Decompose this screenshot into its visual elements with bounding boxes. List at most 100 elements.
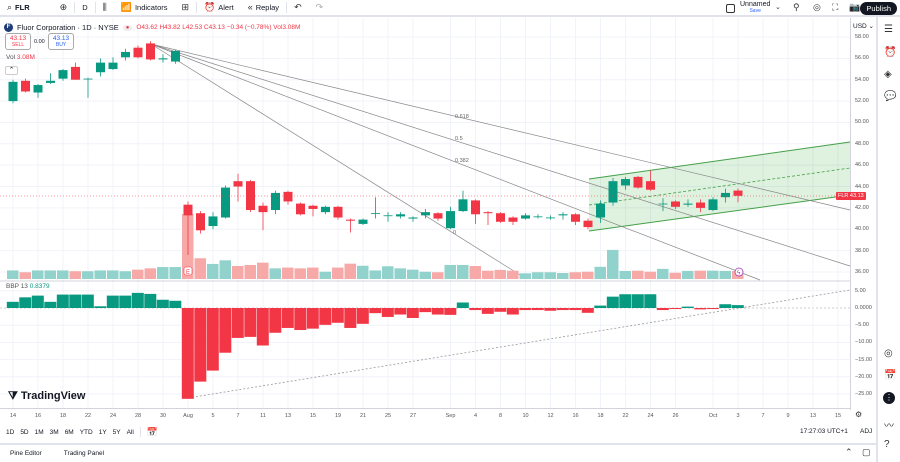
range-3m[interactable]: 3M <box>49 428 59 436</box>
symbol-search[interactable]: ⌕ FLR <box>7 2 30 13</box>
bbp-bar <box>481 308 494 314</box>
calendar-icon[interactable]: 📅 <box>884 370 897 381</box>
maximize-icon[interactable]: ▢ <box>862 447 871 457</box>
buy-button[interactable]: 43.13 BUY <box>48 33 74 50</box>
time-tick: 26 <box>672 413 679 419</box>
chevron-down-icon[interactable]: ⌄ <box>775 4 781 11</box>
layout-checkbox[interactable] <box>726 4 735 13</box>
compare-button[interactable]: ⊕ <box>53 0 75 16</box>
candle-body <box>383 215 393 217</box>
volume-bar <box>607 249 619 279</box>
watchlist-icon[interactable]: ☰ <box>884 24 893 35</box>
settings-icon[interactable]: ◎ <box>813 2 821 12</box>
alert-button[interactable]: ⏰ Alert <box>204 2 234 13</box>
range-all[interactable]: All <box>126 428 134 436</box>
range-6m[interactable]: 6M <box>64 428 74 436</box>
candle-body <box>21 80 30 92</box>
chevron-up-icon[interactable]: ⌃ <box>845 447 853 457</box>
candle-body <box>221 187 230 218</box>
symbol-title[interactable]: Fluor Corporation · 1D · NYSE <box>17 23 119 32</box>
channel-bottom-line[interactable] <box>588 194 851 232</box>
sell-button[interactable]: 43.13 SELL <box>5 33 31 50</box>
candle-body <box>71 66 80 80</box>
price-axis[interactable]: 58.00 56.00 54.00 52.00 50.00 48.00 46.00 44.00… <box>850 18 876 410</box>
fib-fan-line-0618[interactable] <box>150 43 851 211</box>
interval-button[interactable]: D <box>82 3 88 12</box>
collapse-legend-button[interactable]: ⌃ <box>5 66 18 75</box>
candle-body <box>283 191 293 202</box>
range-5y[interactable]: 5Y <box>112 428 121 436</box>
time-axis[interactable]: 14 16 18 22 24 28 30 Aug 5 7 11 13 15 19 21 25 27 Sep 4 8 10… <box>0 408 850 422</box>
range-1m[interactable]: 1M <box>34 428 44 436</box>
chart-type-button[interactable]: ⫼ <box>96 0 114 16</box>
volume-bar <box>482 270 494 279</box>
fib-fan-line-0[interactable] <box>150 43 526 279</box>
bbp-bar <box>6 301 19 308</box>
candle-body <box>371 213 380 215</box>
redo-button[interactable]: ↷ <box>309 0 331 16</box>
candle-body <box>558 214 568 216</box>
channel-mid-line[interactable] <box>588 167 851 206</box>
candle-body <box>458 199 468 212</box>
chat-icon[interactable]: 💬 <box>884 91 897 102</box>
search-icon: ⌕ <box>7 2 13 12</box>
quick-search-icon[interactable]: ⚲ <box>793 2 800 12</box>
fib-fan-line-05[interactable] <box>150 43 851 267</box>
tab-trading-panel[interactable]: Trading Panel <box>63 450 105 457</box>
bbp-bar <box>581 308 594 313</box>
fullscreen-icon[interactable]: ⛶ <box>832 2 839 12</box>
fib-fan-line-0382[interactable] <box>150 43 761 281</box>
price-tick: 40.00 <box>855 226 869 233</box>
divider <box>196 2 198 13</box>
bbp-bar <box>94 306 107 308</box>
time-tick: 19 <box>334 413 342 419</box>
candle-body <box>296 203 305 215</box>
bbp-bar <box>681 306 694 308</box>
dividend-marker[interactable]: ϟ <box>734 267 744 277</box>
adjust-button[interactable]: ADJ <box>860 428 873 435</box>
camera-icon[interactable]: 📷 <box>849 2 861 12</box>
earnings-marker[interactable]: E <box>183 266 193 276</box>
currency-selector[interactable]: USD ⌄ <box>853 23 874 30</box>
bbp-tick: −20.00 <box>855 373 872 380</box>
range-ytd[interactable]: YTD <box>79 428 93 436</box>
alarm-clock-icon[interactable]: ⏰ <box>884 47 897 58</box>
volume-bar <box>382 266 394 279</box>
undo-button[interactable]: ↶ <box>287 0 309 16</box>
volume-bar <box>632 270 644 279</box>
date-range-icon[interactable]: 📅 <box>146 426 159 437</box>
layout-name-button[interactable]: Unnamed Save <box>740 1 771 14</box>
signal-icon[interactable]: 〰 <box>884 421 894 432</box>
volume-bar <box>269 268 281 279</box>
market-status-badge[interactable]: ● <box>122 24 133 31</box>
time-tick: 18 <box>59 413 67 419</box>
settings-gear-icon[interactable]: ⚙ <box>855 410 863 419</box>
bbp-tick: −10.00 <box>855 339 872 346</box>
bbp-bar <box>569 308 582 311</box>
apps-grid-icon[interactable]: ⋮ <box>883 392 895 404</box>
indicators-button[interactable]: 📶 Indicators <box>120 2 168 13</box>
range-5d[interactable]: 5D <box>20 428 29 436</box>
range-1y[interactable]: 1Y <box>98 428 107 436</box>
clock[interactable]: 17:27:03 UTC+1 <box>800 428 848 435</box>
bbp-trend-line[interactable] <box>187 289 851 399</box>
help-icon[interactable]: ? <box>884 439 890 450</box>
tab-pine-editor[interactable]: Pine Editor <box>10 450 42 457</box>
layers-icon[interactable]: ◈ <box>884 69 892 80</box>
price-chart[interactable]: 0.618 0.5 0.382 0 E ϟ <box>0 0 876 424</box>
time-tick: 7 <box>236 413 240 419</box>
candle-body <box>146 43 155 60</box>
drawings[interactable]: 0.618 0.5 0.382 0 <box>150 43 851 399</box>
bbp-bar <box>356 308 369 324</box>
channel-top-line[interactable] <box>588 141 851 180</box>
candle-body <box>608 181 618 203</box>
range-1d[interactable]: 1D <box>6 428 15 436</box>
volume-bar <box>344 263 356 279</box>
templates-button[interactable]: ⊞ <box>175 0 197 16</box>
target-icon[interactable]: ◎ <box>884 348 893 359</box>
candle-body <box>96 62 105 73</box>
replay-button[interactable]: «Replay <box>247 2 280 13</box>
publish-button[interactable]: Publish <box>860 2 897 15</box>
candle-body <box>183 204 193 216</box>
volume-bar <box>319 271 331 279</box>
